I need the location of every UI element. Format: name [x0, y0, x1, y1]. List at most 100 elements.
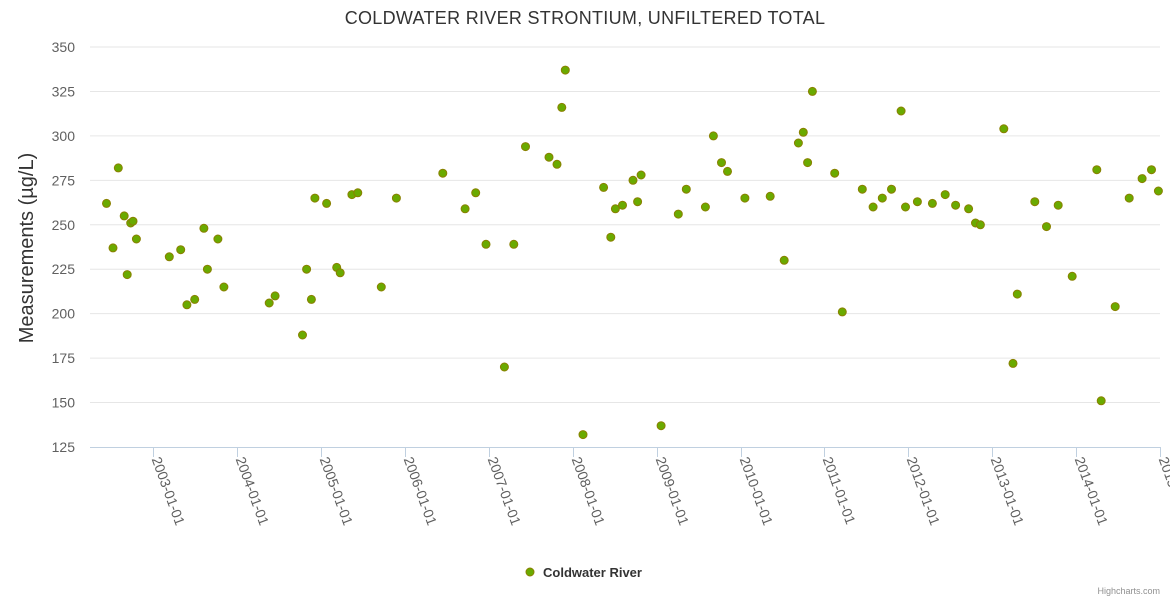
data-point[interactable]: [857, 184, 867, 194]
data-point[interactable]: [322, 198, 332, 208]
data-point[interactable]: [310, 193, 320, 203]
data-point[interactable]: [901, 202, 910, 212]
data-point[interactable]: [798, 127, 808, 137]
data-point[interactable]: [779, 255, 789, 265]
data-point[interactable]: [740, 193, 750, 203]
data-point[interactable]: [1092, 165, 1102, 175]
y-tick-label: 325: [52, 83, 76, 99]
data-point[interactable]: [176, 245, 186, 255]
data-point[interactable]: [552, 159, 562, 169]
data-point[interactable]: [182, 300, 192, 310]
y-tick-label: 150: [52, 395, 76, 411]
data-point[interactable]: [335, 268, 345, 278]
data-point[interactable]: [119, 211, 129, 221]
data-point[interactable]: [391, 193, 401, 203]
x-tick-label: 2003-01-01: [149, 455, 189, 528]
data-point[interactable]: [606, 232, 616, 242]
data-point[interactable]: [438, 168, 448, 178]
data-point[interactable]: [108, 243, 118, 253]
data-point[interactable]: [1053, 200, 1063, 210]
data-point[interactable]: [887, 184, 896, 194]
data-point[interactable]: [927, 198, 937, 208]
data-point[interactable]: [599, 182, 609, 192]
data-point[interactable]: [700, 202, 710, 212]
data-point[interactable]: [837, 307, 847, 317]
data-point[interactable]: [765, 191, 775, 201]
data-point[interactable]: [302, 264, 312, 274]
credits-link[interactable]: Highcharts.com: [1097, 586, 1160, 596]
data-point[interactable]: [471, 188, 481, 198]
x-tick-label: 2011-01-01: [820, 455, 859, 527]
data-point[interactable]: [213, 234, 223, 244]
data-point[interactable]: [560, 65, 570, 75]
data-point[interactable]: [219, 282, 229, 292]
data-point[interactable]: [521, 142, 530, 152]
data-point[interactable]: [868, 202, 878, 212]
data-point[interactable]: [723, 166, 732, 176]
y-tick-label: 125: [52, 439, 76, 455]
data-point[interactable]: [618, 200, 627, 210]
data-point[interactable]: [499, 362, 509, 372]
data-point[interactable]: [999, 124, 1009, 134]
data-point[interactable]: [102, 198, 111, 208]
data-point[interactable]: [1030, 197, 1040, 207]
chart-title: COLDWATER RIVER STRONTIUM, UNFILTERED TO…: [345, 8, 826, 28]
data-point[interactable]: [940, 190, 950, 200]
data-point[interactable]: [636, 170, 646, 180]
data-point[interactable]: [964, 204, 974, 214]
y-tick-label: 225: [52, 261, 76, 277]
data-point[interactable]: [131, 234, 141, 244]
data-point[interactable]: [264, 298, 274, 308]
data-point[interactable]: [1137, 174, 1147, 184]
data-point[interactable]: [1096, 396, 1106, 406]
data-point[interactable]: [1110, 302, 1120, 312]
data-point[interactable]: [353, 188, 363, 198]
data-point[interactable]: [122, 270, 132, 280]
data-point[interactable]: [481, 239, 491, 249]
data-point[interactable]: [803, 158, 813, 168]
data-point[interactable]: [877, 193, 887, 203]
data-point[interactable]: [128, 216, 138, 226]
data-point[interactable]: [509, 239, 519, 249]
data-point[interactable]: [544, 152, 554, 162]
data-point[interactable]: [306, 294, 316, 304]
legend[interactable]: Coldwater River: [525, 565, 642, 580]
data-point[interactable]: [717, 158, 726, 168]
data-point[interactable]: [912, 197, 922, 207]
data-point[interactable]: [610, 204, 620, 214]
data-point[interactable]: [656, 421, 666, 431]
data-points: [102, 65, 1163, 440]
data-point[interactable]: [202, 264, 212, 274]
data-point[interactable]: [1042, 222, 1051, 232]
data-point[interactable]: [557, 102, 567, 112]
data-point[interactable]: [896, 106, 906, 116]
data-point[interactable]: [830, 168, 840, 178]
data-point[interactable]: [270, 291, 280, 301]
data-point[interactable]: [673, 209, 683, 219]
data-point[interactable]: [975, 220, 985, 230]
data-point[interactable]: [190, 294, 200, 304]
data-point[interactable]: [1008, 358, 1018, 368]
data-point[interactable]: [793, 138, 803, 148]
data-point[interactable]: [951, 200, 961, 210]
data-point[interactable]: [113, 163, 123, 173]
data-point[interactable]: [376, 282, 386, 292]
data-point[interactable]: [199, 223, 209, 233]
data-point[interactable]: [1124, 193, 1134, 203]
data-point[interactable]: [681, 184, 691, 194]
legend-label: Coldwater River: [543, 565, 642, 580]
data-point[interactable]: [1067, 271, 1077, 281]
data-point[interactable]: [578, 430, 588, 440]
data-point[interactable]: [298, 330, 307, 340]
data-point[interactable]: [1147, 165, 1156, 175]
data-point[interactable]: [1153, 186, 1163, 196]
data-point[interactable]: [1012, 289, 1022, 299]
data-point[interactable]: [460, 204, 470, 214]
data-point[interactable]: [633, 197, 643, 207]
data-point[interactable]: [708, 131, 718, 141]
x-tick-label: 2010-01-01: [737, 455, 777, 528]
data-point[interactable]: [807, 86, 817, 96]
data-point[interactable]: [164, 252, 174, 262]
data-point[interactable]: [628, 175, 638, 185]
